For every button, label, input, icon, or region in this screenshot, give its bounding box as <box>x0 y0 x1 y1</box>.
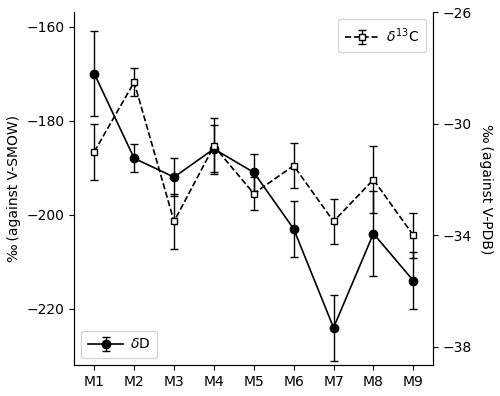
Y-axis label: ‰ (against V-PDB): ‰ (against V-PDB) <box>479 124 493 254</box>
Legend: $\delta$D: $\delta$D <box>82 331 157 358</box>
Y-axis label: ‰ (against V-SMOW): ‰ (against V-SMOW) <box>7 115 21 263</box>
Legend: $\delta^{13}$C: $\delta^{13}$C <box>338 19 426 52</box>
